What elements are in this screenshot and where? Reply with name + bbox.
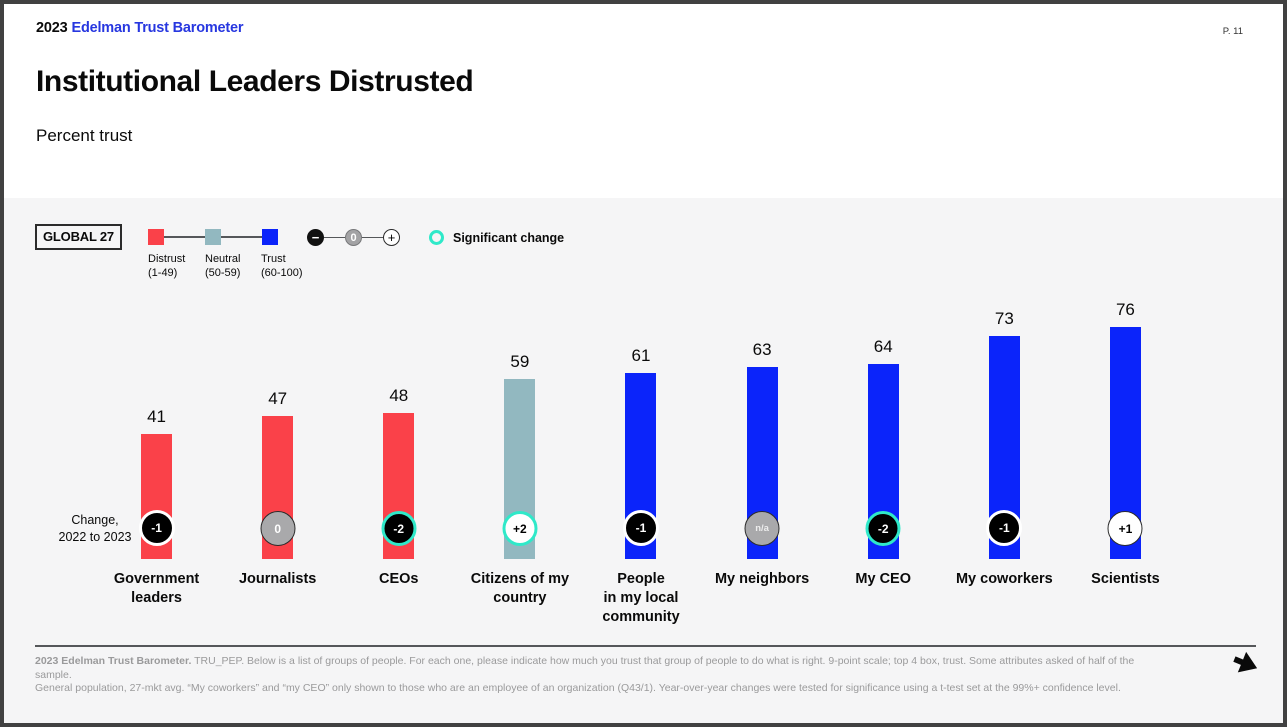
change-badge: -1 bbox=[622, 510, 659, 546]
neutral-swatch-icon bbox=[205, 229, 221, 245]
zero-icon: 0 bbox=[345, 229, 362, 246]
bar-column: 59 +2 bbox=[459, 298, 580, 559]
distrust-swatch-icon bbox=[148, 229, 164, 245]
minus-icon: − bbox=[307, 229, 324, 246]
change-badge: +1 bbox=[1107, 511, 1143, 546]
bar-column: 47 0 bbox=[217, 298, 338, 559]
brand-logo: 2023 Edelman Trust Barometer bbox=[36, 20, 244, 36]
bar-column: 41 -1 bbox=[96, 298, 217, 559]
category-label: My CEO bbox=[855, 571, 911, 587]
legend-row: GLOBAL 27 Distrust (1-49) Neutral (50-59) … bbox=[35, 224, 1283, 286]
scale-connector bbox=[221, 236, 262, 238]
bar-value-label: 76 bbox=[1115, 300, 1135, 320]
bar-value-label: 41 bbox=[147, 406, 167, 426]
brand-year: 2023 bbox=[36, 20, 68, 36]
category-label: My neighbors bbox=[714, 571, 810, 587]
bar-value-label: 59 bbox=[510, 352, 530, 372]
trust-label: Trust (60-100) bbox=[261, 253, 303, 279]
category-label: People in my local community bbox=[602, 571, 680, 625]
plus-icon: + bbox=[383, 229, 400, 246]
slide-title: Institutional Leaders Distrusted bbox=[36, 65, 474, 98]
color-scale-legend: Distrust (1-49) Neutral (50-59) Trust (60-1… bbox=[148, 229, 308, 283]
change-badge: -1 bbox=[986, 510, 1023, 546]
bar-value-label: 73 bbox=[994, 309, 1014, 329]
significant-change-legend: Significant change bbox=[429, 230, 564, 245]
trust-swatch-icon bbox=[262, 229, 278, 245]
change-badge: -2 bbox=[381, 511, 417, 546]
category-label: Citizens of my country bbox=[470, 571, 570, 606]
category-labels: Government leaders Journalists CEOs Citizen… bbox=[96, 570, 1186, 627]
footnote-line-2: General population, 27-mkt avg. “My cowo… bbox=[35, 682, 1121, 694]
chart-section: GLOBAL 27 Distrust (1-49) Neutral (50-59) … bbox=[4, 198, 1283, 723]
footnote-line-1: 2023 Edelman Trust Barometer. TRU_PEP. B… bbox=[35, 655, 1135, 681]
bar-column: 48 -2 bbox=[338, 298, 459, 559]
brand-name: Edelman Trust Barometer bbox=[71, 20, 244, 36]
footer-divider bbox=[35, 645, 1256, 647]
change-badge: n/a bbox=[744, 511, 780, 546]
bar-value-label: 47 bbox=[268, 388, 288, 408]
bar-column: 76 +1 bbox=[1065, 298, 1186, 559]
bar-column: 63 n/a bbox=[702, 298, 823, 559]
change-badge: -2 bbox=[865, 511, 901, 546]
footnote-source: 2023 Edelman Trust Barometer. bbox=[35, 655, 192, 667]
header-row: 2023 Edelman Trust Barometer P. 11 bbox=[36, 20, 1257, 37]
scale-connector bbox=[164, 236, 205, 238]
bar-column: 73 -1 bbox=[944, 298, 1065, 559]
next-arrow-icon[interactable] bbox=[1227, 646, 1263, 682]
bar-value-label: 61 bbox=[631, 345, 651, 365]
significant-change-label: Significant change bbox=[453, 230, 565, 245]
color-scale-swatches bbox=[148, 229, 308, 245]
scale-connector bbox=[362, 236, 383, 239]
slide-subtitle: Percent trust bbox=[36, 126, 133, 145]
footnote: 2023 Edelman Trust Barometer. TRU_PEP. B… bbox=[35, 655, 1165, 696]
distrust-label: Distrust (1-49) bbox=[148, 253, 186, 279]
bar-value-label: 48 bbox=[389, 385, 409, 405]
change-row-label: Change, 2022 to 2023 bbox=[58, 513, 132, 544]
bar-value-label: 63 bbox=[752, 339, 772, 359]
global-27-chip[interactable]: GLOBAL 27 bbox=[35, 224, 122, 250]
neutral-label: Neutral (50-59) bbox=[205, 253, 241, 279]
scale-connector bbox=[324, 236, 345, 239]
change-scale-legend: − 0 + bbox=[307, 229, 400, 246]
change-badge: -1 bbox=[138, 510, 175, 546]
category-label: My coworkers bbox=[955, 571, 1053, 587]
page-number: P. 11 bbox=[1222, 26, 1243, 37]
change-badge: +2 bbox=[502, 511, 538, 546]
category-label: Government leaders bbox=[113, 571, 200, 606]
bar-value-label: 64 bbox=[873, 336, 893, 356]
significant-ring-icon bbox=[429, 230, 444, 245]
category-label: Scientists bbox=[1091, 571, 1160, 587]
color-scale-labels: Distrust (1-49) Neutral (50-59) Trust (60-1… bbox=[148, 253, 308, 283]
bar-column: 61 -1 bbox=[580, 298, 701, 559]
change-badge: 0 bbox=[260, 511, 296, 546]
slide-header-area: 2023 Edelman Trust Barometer P. 11 Instit… bbox=[4, 4, 1283, 146]
category-label: CEOs bbox=[379, 571, 419, 587]
bar-chart: 41 -1 47 0 48 -2 59 +2 61 -1 63 n/a 64 -2 73 -1 76 +1 bbox=[96, 298, 1186, 559]
bar-column: 64 -2 bbox=[823, 298, 944, 559]
category-label: Journalists bbox=[238, 571, 317, 587]
